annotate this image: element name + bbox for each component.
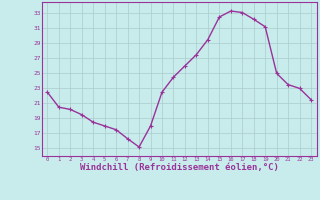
X-axis label: Windchill (Refroidissement éolien,°C): Windchill (Refroidissement éolien,°C) [80, 163, 279, 172]
